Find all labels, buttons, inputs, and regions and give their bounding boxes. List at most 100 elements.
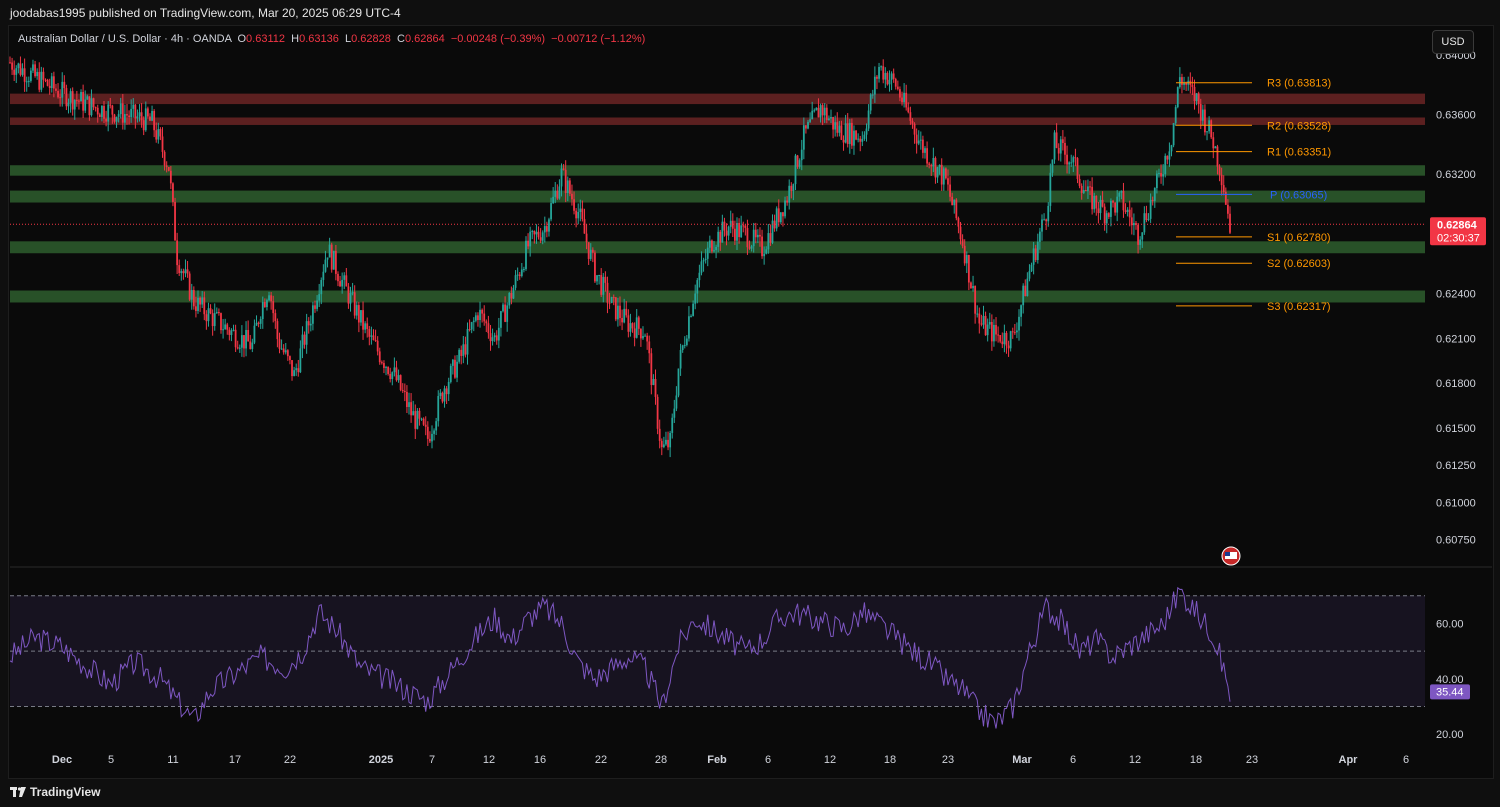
candle-body <box>823 107 826 116</box>
candle-body <box>326 257 329 260</box>
candle-body <box>282 348 285 353</box>
candle-body <box>571 193 573 200</box>
candle-body <box>192 290 195 307</box>
candle-body <box>1097 208 1100 214</box>
candle-body <box>376 340 379 352</box>
candle-body <box>993 324 995 342</box>
candle-body <box>355 305 358 316</box>
candle-body <box>57 90 59 98</box>
candle-body <box>750 246 753 249</box>
candle-body <box>876 76 878 79</box>
candle-body <box>312 305 314 324</box>
candle-body <box>1049 172 1052 206</box>
candle-body <box>17 63 20 69</box>
candle-body <box>953 199 956 206</box>
candle-body <box>936 167 939 178</box>
candle-body <box>990 321 993 342</box>
candle-body <box>121 103 124 123</box>
price-tick: 0.63200 <box>1436 169 1476 181</box>
candle-body <box>1170 145 1173 152</box>
candle-body <box>1020 305 1022 317</box>
candle-body <box>428 438 431 442</box>
candle-body <box>1095 195 1098 209</box>
candle-body <box>128 115 130 118</box>
candle-body <box>474 315 477 321</box>
candle-body <box>782 212 784 217</box>
price-tick: 0.63600 <box>1436 110 1476 122</box>
candle-body <box>905 92 908 108</box>
candle-body <box>911 120 914 124</box>
open-value: 0.63112 <box>246 33 285 45</box>
candle-body <box>1110 200 1112 217</box>
candle-body <box>715 246 717 251</box>
time-tick: 12 <box>1129 754 1141 766</box>
candle-body <box>604 276 607 283</box>
zone-support-5 <box>10 290 1425 303</box>
candle-body <box>612 297 615 299</box>
close-value: 0.62864 <box>404 33 445 45</box>
candle-body <box>23 68 26 82</box>
candle-body <box>917 140 920 144</box>
rsi-tick: 60.00 <box>1436 618 1464 630</box>
candle-body <box>73 100 76 110</box>
candle-body <box>790 185 793 191</box>
candle-body <box>784 200 786 217</box>
candle-body <box>1005 332 1008 346</box>
candle-body <box>736 222 738 241</box>
candle-body <box>1206 131 1208 133</box>
candle-body <box>445 388 448 395</box>
candle-body <box>1158 173 1160 175</box>
candle-body <box>1024 285 1027 297</box>
candle-body <box>708 240 711 248</box>
candle-body <box>305 321 308 345</box>
time-tick: 18 <box>884 754 896 766</box>
candle-body <box>1201 109 1204 121</box>
candle-body <box>339 281 341 287</box>
candle-body <box>500 311 502 328</box>
candle-body <box>1061 139 1064 143</box>
candle-body <box>34 64 36 77</box>
candle-body <box>763 253 766 257</box>
currency-button[interactable]: USD <box>1432 30 1474 54</box>
candle-body <box>199 297 202 305</box>
candle-body <box>1055 132 1058 148</box>
candle-body <box>767 233 770 250</box>
candle-body <box>268 295 270 301</box>
candle-body <box>397 375 400 381</box>
candle-body <box>297 368 300 373</box>
candle-body <box>138 112 141 117</box>
candle-body <box>184 269 187 274</box>
candle-body <box>132 104 135 109</box>
candle-body <box>1128 209 1131 218</box>
candle-body <box>96 107 99 115</box>
candle-body <box>756 234 759 238</box>
chart-frame[interactable] <box>8 25 1494 779</box>
candle-body <box>491 337 494 342</box>
candle-body <box>510 292 513 299</box>
candle-body <box>178 265 181 274</box>
candle-body <box>167 167 170 171</box>
candle-body <box>602 276 605 295</box>
candle-body <box>149 116 151 121</box>
candle-body <box>410 402 412 416</box>
candle-body <box>919 139 922 141</box>
candle-body <box>621 317 623 323</box>
candle-body <box>999 335 1002 342</box>
candle-body <box>650 353 653 385</box>
candle-body <box>261 302 264 320</box>
candle-body <box>947 178 949 185</box>
change2-value: −0.00712 (−1.12%) <box>551 33 646 45</box>
candle-body <box>205 314 208 322</box>
candle-body <box>393 367 396 373</box>
candle-body <box>163 151 166 166</box>
candle-body <box>1210 120 1213 138</box>
candle-body <box>838 125 841 133</box>
candle-body <box>608 302 611 304</box>
candle-body <box>842 139 845 143</box>
candle-body <box>234 329 237 348</box>
candle-body <box>211 313 214 327</box>
price-tick: 0.61250 <box>1436 460 1476 472</box>
candle-body <box>1043 219 1045 221</box>
candle-body <box>218 312 220 314</box>
